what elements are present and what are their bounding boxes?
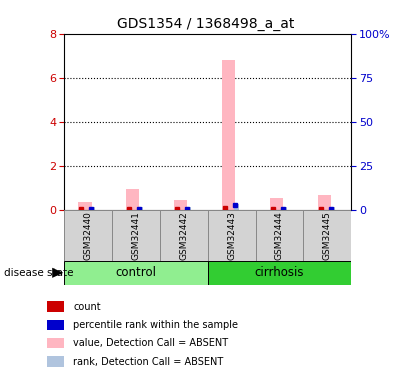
Bar [208,261,351,285]
Text: cirrhosis: cirrhosis [255,266,304,279]
Bar [47,357,64,367]
Text: GSM32442: GSM32442 [179,211,188,260]
Bar [174,200,187,210]
Bar [186,207,191,210]
Text: percentile rank within the sample: percentile rank within the sample [73,320,238,330]
Bar [270,198,283,210]
Bar [112,210,159,261]
Bar [256,210,303,261]
Bar [126,189,139,210]
Bar [138,207,143,210]
Text: GSM32443: GSM32443 [227,211,236,260]
Bar [78,202,92,210]
Text: disease state: disease state [4,268,74,278]
Bar [159,210,208,261]
Bar [330,207,335,210]
Text: control: control [115,266,156,279]
Bar [234,204,239,210]
Bar [47,338,64,348]
Text: GSM32444: GSM32444 [275,211,284,260]
Bar [208,210,256,261]
Text: GSM32441: GSM32441 [131,211,140,260]
Text: count: count [73,302,101,312]
Text: GSM32440: GSM32440 [83,211,92,260]
Bar [47,320,64,330]
Text: GSM32445: GSM32445 [323,211,332,260]
Bar [64,210,112,261]
Bar [318,195,331,210]
Bar [222,60,236,210]
Bar [47,302,64,312]
Bar [303,210,351,261]
Text: rank, Detection Call = ABSENT: rank, Detection Call = ABSENT [73,357,224,366]
Bar [282,207,286,210]
Text: value, Detection Call = ABSENT: value, Detection Call = ABSENT [73,338,228,348]
Bar [90,207,95,210]
Bar [64,261,208,285]
Text: GDS1354 / 1368498_a_at: GDS1354 / 1368498_a_at [117,17,294,31]
